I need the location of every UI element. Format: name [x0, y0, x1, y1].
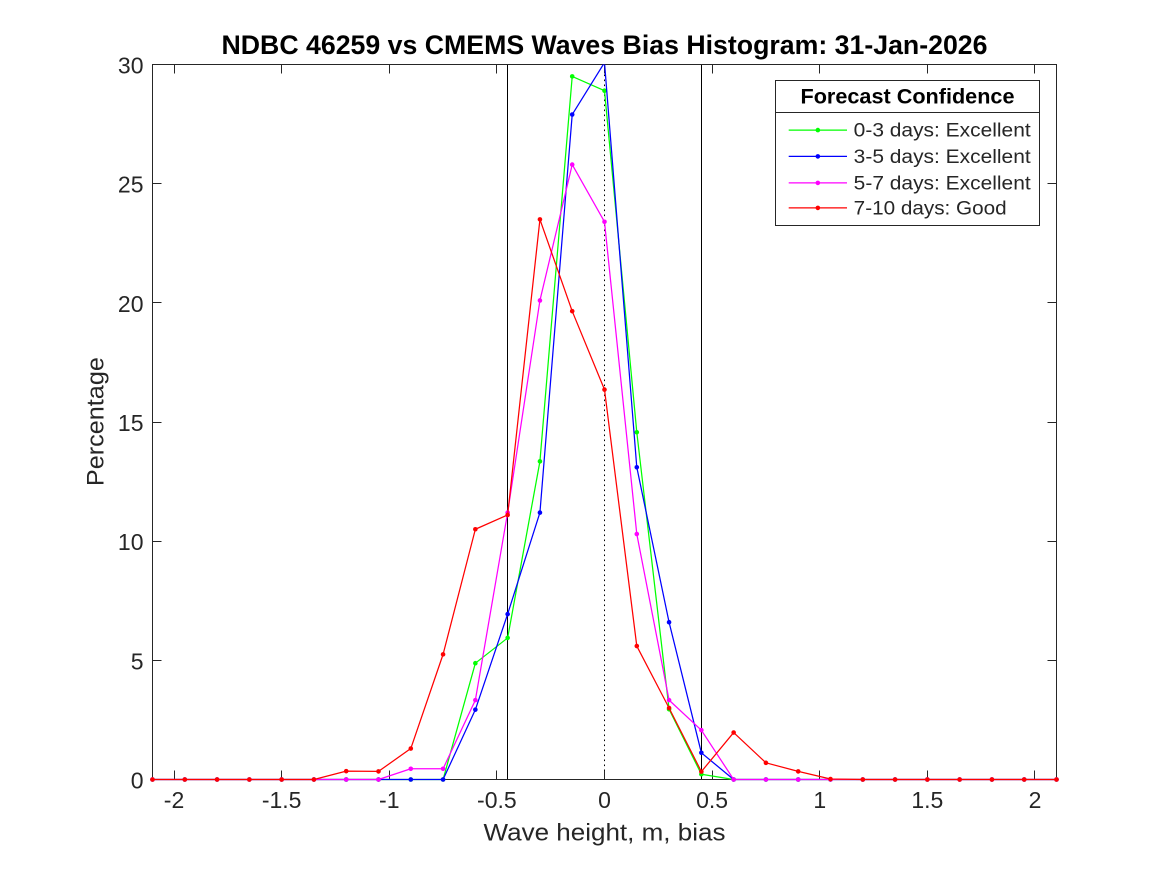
- svg-text:20: 20: [118, 291, 144, 317]
- svg-text:0-3 days: Excellent: 0-3 days: Excellent: [854, 121, 1032, 142]
- svg-text:-0.5: -0.5: [477, 787, 517, 813]
- svg-text:2: 2: [1029, 787, 1042, 813]
- svg-text:-2: -2: [164, 787, 184, 813]
- svg-text:NDBC 46259 vs CMEMS Waves Bias: NDBC 46259 vs CMEMS Waves Bias Histogram…: [222, 30, 988, 60]
- svg-text:1.5: 1.5: [911, 787, 943, 813]
- svg-text:0: 0: [598, 787, 611, 813]
- svg-text:7-10 days: Good: 7-10 days: Good: [854, 199, 1007, 220]
- svg-text:Forecast Confidence: Forecast Confidence: [801, 86, 1015, 109]
- svg-text:5: 5: [131, 648, 144, 674]
- svg-text:-1.5: -1.5: [262, 787, 302, 813]
- svg-text:Percentage: Percentage: [83, 357, 110, 486]
- svg-text:10: 10: [118, 529, 144, 555]
- svg-text:30: 30: [118, 53, 144, 79]
- svg-text:15: 15: [118, 410, 144, 436]
- svg-text:-1: -1: [379, 787, 399, 813]
- svg-text:0.5: 0.5: [696, 787, 728, 813]
- svg-text:5-7 days: Excellent: 5-7 days: Excellent: [854, 174, 1032, 195]
- svg-text:25: 25: [118, 172, 144, 198]
- svg-text:Wave height, m, bias: Wave height, m, bias: [484, 820, 726, 847]
- svg-text:0: 0: [131, 768, 144, 794]
- svg-text:1: 1: [813, 787, 826, 813]
- svg-text:3-5 days: Excellent: 3-5 days: Excellent: [854, 147, 1032, 168]
